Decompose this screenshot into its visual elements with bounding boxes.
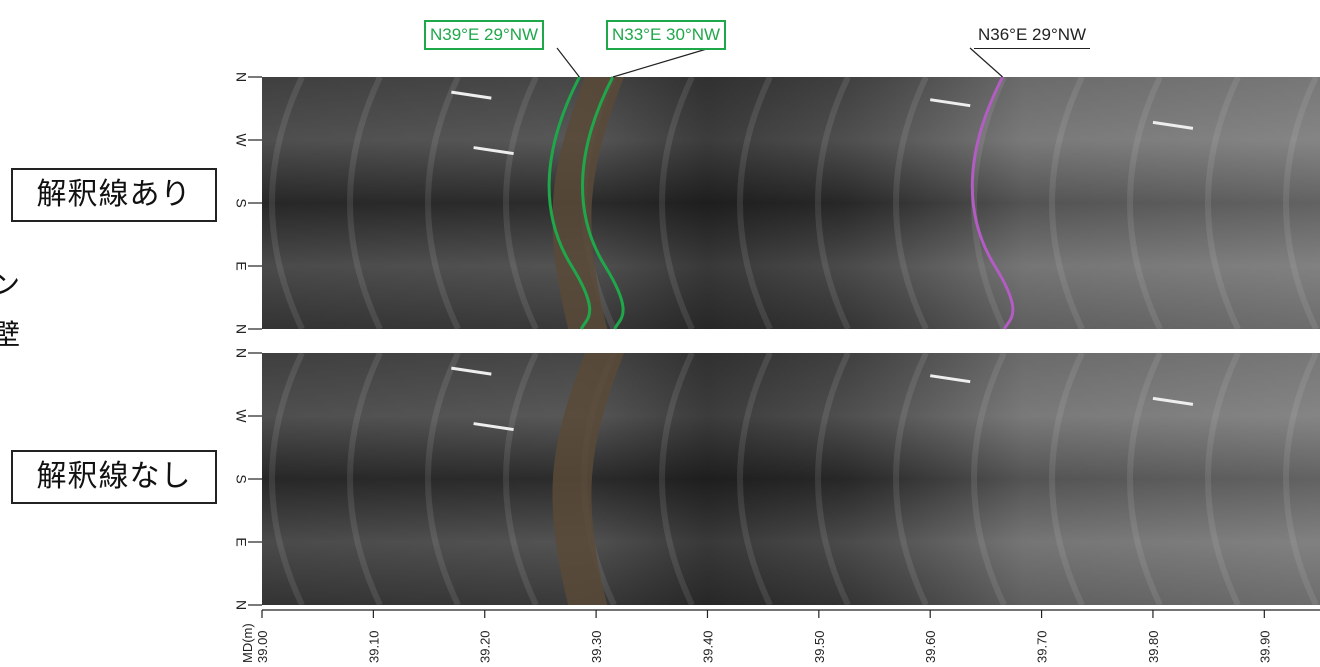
vein-mark [451, 90, 492, 100]
bedding-arc [1127, 75, 1163, 331]
orientation-tick-label: W [233, 133, 249, 147]
depth-tick-label: 39.70 [1035, 630, 1050, 663]
depth-tick-label: 39.50 [812, 630, 827, 663]
bedding-arc [503, 75, 539, 331]
bedding-arc [269, 75, 305, 331]
depth-tick-label: 39.80 [1146, 630, 1161, 663]
depth-tick-label: 39.90 [1257, 630, 1272, 663]
annotation-label-1: N39°E 29°NW [424, 20, 545, 50]
orientation-tick-label: S [233, 474, 249, 483]
bedding-arc [1283, 75, 1319, 331]
bedding-arc [659, 351, 695, 607]
vein-mark [473, 146, 514, 156]
depth-tick-label: 39.40 [700, 630, 715, 663]
annotation-label-3: N36°E 29°NW [974, 22, 1091, 49]
annotation-leader [969, 47, 1003, 78]
bedding-arc [269, 351, 305, 607]
bedding-arc [425, 351, 461, 607]
bedding-arc [815, 75, 851, 331]
bedding-arc [971, 351, 1007, 607]
without-lines-label: 解釈線なし [11, 450, 217, 504]
vein-mark [1152, 396, 1194, 406]
depth-tick-label: 39.20 [478, 630, 493, 663]
with-lines-label: 解釈線あり [11, 168, 217, 222]
bedding-arc [659, 75, 695, 331]
vein-mark [1152, 120, 1194, 130]
vein-mark [929, 374, 971, 384]
side-text-fragment-2: 壁 [0, 318, 21, 351]
orientation-tick-label: E [233, 261, 249, 270]
bedding-arc [347, 75, 383, 331]
without-lines-panel [262, 351, 1320, 607]
bedding-arc [503, 351, 539, 607]
bedding-arc [893, 351, 929, 607]
side-text-fragment-1: ン [0, 268, 21, 301]
fracture-zone [552, 353, 624, 605]
bedding-arc [1205, 351, 1241, 607]
depth-tick-label: 39.00 [255, 630, 270, 663]
vein-mark [473, 422, 514, 432]
bedding-arc [1049, 75, 1085, 331]
bedding-arc [893, 75, 929, 331]
bedding-arc [1283, 351, 1319, 607]
bedding-arc [1049, 351, 1085, 607]
orientation-tick-label: N [233, 600, 249, 610]
annotation-leader [612, 47, 711, 78]
bedding-arc [815, 351, 851, 607]
annotation-leader [556, 47, 580, 78]
interpretation-line [581, 76, 625, 330]
bedding-arc [347, 351, 383, 607]
depth-tick-label: 39.30 [589, 630, 604, 663]
annotation-label-2: N33°E 30°NW [606, 20, 727, 50]
vein-mark [451, 366, 492, 376]
orientation-tick-label: S [233, 198, 249, 207]
orientation-tick-label: N [233, 324, 249, 334]
bedding-arc [737, 75, 773, 331]
panel-shading [262, 353, 1320, 605]
depth-tick-label: 39.10 [366, 630, 381, 663]
bedding-arc [1127, 351, 1163, 607]
depth-axis-title: MD(m) [240, 623, 255, 663]
bedding-arc [425, 75, 461, 331]
with-lines-panel [262, 75, 1320, 331]
bedding-arc [1205, 75, 1241, 331]
panel-shading [262, 77, 1320, 329]
vein-mark [929, 98, 971, 108]
interpretation-line [547, 76, 592, 330]
orientation-tick-label: N [233, 72, 249, 82]
orientation-tick-label: E [233, 537, 249, 546]
interpretation-line [970, 76, 1015, 330]
bedding-arc [737, 351, 773, 607]
orientation-tick-label: N [233, 348, 249, 358]
depth-tick-label: 39.60 [923, 630, 938, 663]
orientation-tick-label: W [233, 409, 249, 423]
